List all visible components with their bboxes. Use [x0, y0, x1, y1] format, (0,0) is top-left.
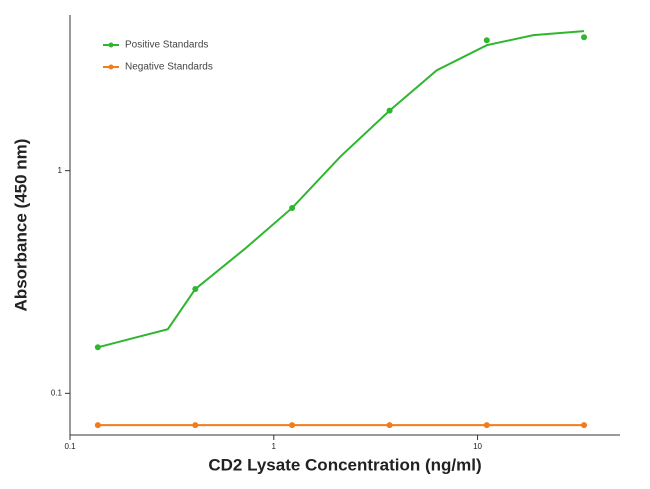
point [289, 422, 296, 429]
x-axis-title: CD2 Lysate Concentration (ng/ml) [208, 455, 481, 474]
point [192, 422, 199, 429]
point [581, 422, 588, 429]
point [94, 344, 101, 351]
legend-marker [108, 42, 114, 48]
y-tick-label: 1 [58, 166, 63, 175]
legend-label: Positive Standards [125, 40, 208, 51]
point [581, 34, 588, 41]
legend-marker [108, 64, 114, 70]
x-tick-label: 1 [272, 442, 277, 451]
line [97, 30, 585, 349]
point [386, 107, 393, 114]
point [483, 422, 490, 429]
legend-label: Negative Standards [125, 62, 213, 73]
y-axis-title: Absorbance (450 nm) [11, 139, 30, 312]
y-tick-label: 0.1 [51, 388, 63, 397]
point [289, 204, 296, 211]
point [483, 37, 490, 44]
point [386, 422, 393, 429]
x-tick-label: 0.1 [64, 442, 76, 451]
x-tick-label: 10 [473, 442, 482, 451]
point [94, 422, 101, 429]
point [192, 286, 199, 293]
